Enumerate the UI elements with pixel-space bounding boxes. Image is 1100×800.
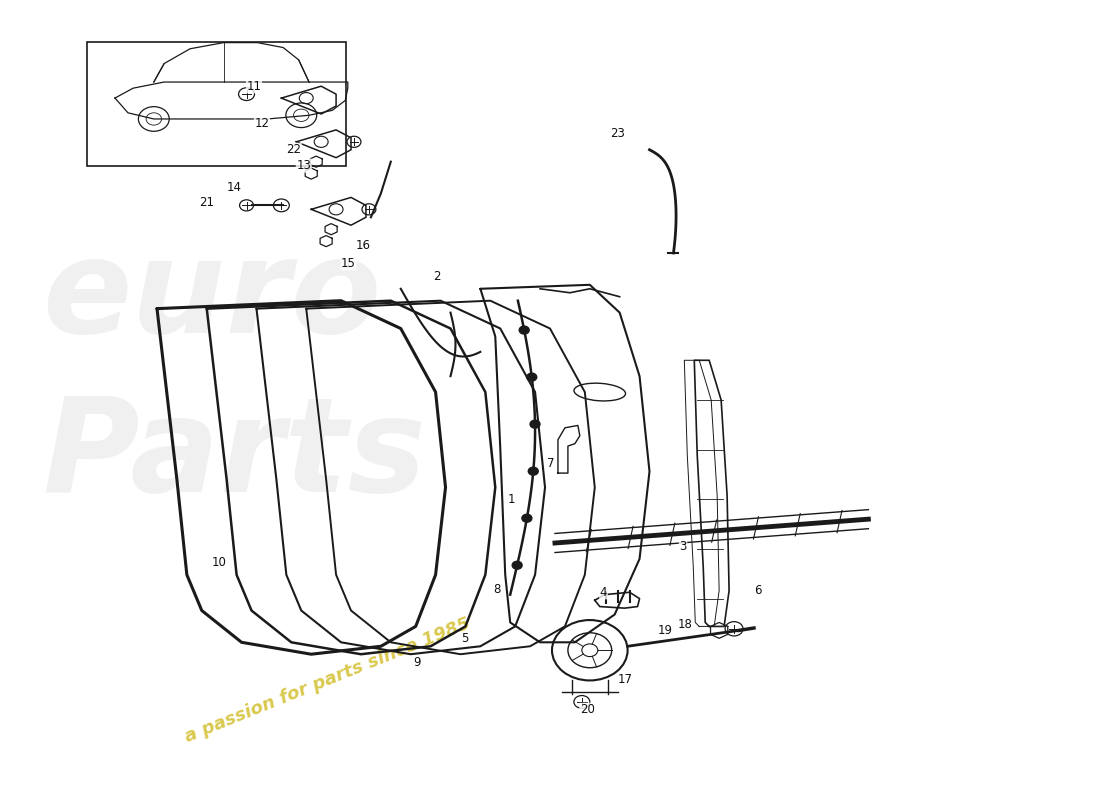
Circle shape [519, 326, 529, 334]
Text: 9: 9 [414, 656, 420, 669]
Circle shape [530, 420, 540, 428]
Text: 5: 5 [461, 632, 469, 645]
Circle shape [527, 373, 537, 381]
Text: 19: 19 [658, 624, 672, 637]
Text: 12: 12 [254, 117, 270, 130]
Text: 18: 18 [678, 618, 692, 630]
Circle shape [513, 562, 522, 570]
Text: 21: 21 [199, 197, 213, 210]
Text: 22: 22 [286, 143, 301, 156]
Text: 7: 7 [548, 457, 556, 470]
Text: 3: 3 [680, 541, 686, 554]
Text: 4: 4 [600, 586, 607, 598]
Text: 20: 20 [580, 703, 595, 716]
Text: 15: 15 [341, 257, 356, 270]
Circle shape [521, 514, 532, 522]
Text: euro: euro [43, 234, 382, 360]
Text: 6: 6 [754, 584, 761, 597]
Text: 23: 23 [609, 127, 625, 140]
Text: 13: 13 [296, 159, 311, 172]
Text: 10: 10 [212, 556, 227, 570]
Text: 16: 16 [356, 238, 371, 251]
Text: 17: 17 [618, 673, 632, 686]
FancyBboxPatch shape [87, 42, 346, 166]
Circle shape [528, 467, 538, 475]
Text: 2: 2 [433, 270, 441, 283]
Text: 14: 14 [227, 181, 242, 194]
Text: 1: 1 [508, 493, 515, 506]
Text: 8: 8 [493, 582, 500, 595]
Text: Parts: Parts [43, 392, 427, 519]
Text: 11: 11 [246, 80, 262, 93]
Text: a passion for parts since 1985: a passion for parts since 1985 [182, 614, 473, 746]
